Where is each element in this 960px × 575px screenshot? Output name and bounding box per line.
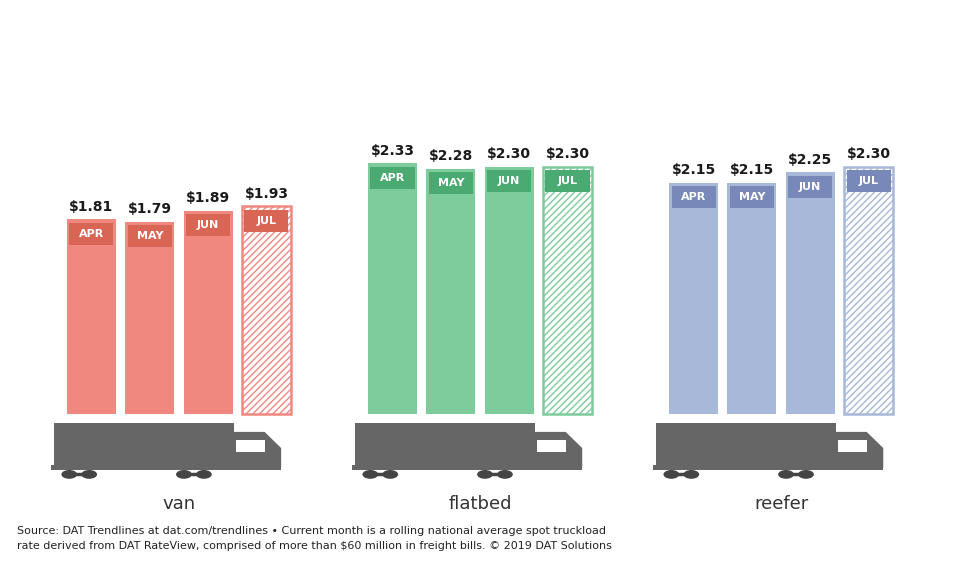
FancyBboxPatch shape bbox=[545, 170, 589, 192]
Ellipse shape bbox=[196, 470, 212, 479]
Text: $1.79: $1.79 bbox=[128, 202, 172, 216]
FancyBboxPatch shape bbox=[487, 170, 531, 192]
FancyBboxPatch shape bbox=[838, 440, 867, 451]
Text: $2.33: $2.33 bbox=[371, 144, 415, 158]
FancyBboxPatch shape bbox=[485, 167, 534, 414]
Ellipse shape bbox=[684, 470, 699, 479]
FancyBboxPatch shape bbox=[229, 457, 238, 468]
Ellipse shape bbox=[176, 470, 192, 479]
FancyBboxPatch shape bbox=[236, 440, 265, 451]
Text: JUL: JUL bbox=[558, 176, 578, 186]
FancyBboxPatch shape bbox=[245, 210, 288, 232]
FancyBboxPatch shape bbox=[355, 423, 535, 468]
Text: JUN: JUN bbox=[799, 182, 822, 191]
Text: $2.30: $2.30 bbox=[487, 147, 531, 162]
Text: $2.30: $2.30 bbox=[847, 147, 891, 162]
FancyBboxPatch shape bbox=[669, 183, 718, 414]
FancyBboxPatch shape bbox=[543, 167, 592, 414]
Ellipse shape bbox=[61, 470, 77, 479]
FancyBboxPatch shape bbox=[730, 186, 774, 208]
FancyBboxPatch shape bbox=[530, 457, 540, 468]
Text: APR: APR bbox=[79, 229, 104, 239]
FancyBboxPatch shape bbox=[368, 163, 417, 414]
Text: MAY: MAY bbox=[136, 231, 163, 241]
Text: JUN: JUN bbox=[498, 176, 520, 186]
FancyBboxPatch shape bbox=[653, 465, 883, 470]
Ellipse shape bbox=[82, 470, 97, 479]
FancyBboxPatch shape bbox=[51, 465, 281, 470]
Text: $2.30: $2.30 bbox=[545, 147, 589, 162]
Text: APR: APR bbox=[380, 173, 405, 183]
Text: APR: APR bbox=[681, 192, 707, 202]
Text: flatbed: flatbed bbox=[448, 495, 512, 513]
Text: $1.89: $1.89 bbox=[186, 191, 230, 205]
FancyBboxPatch shape bbox=[728, 183, 777, 414]
FancyBboxPatch shape bbox=[371, 167, 415, 189]
FancyBboxPatch shape bbox=[429, 172, 473, 194]
Text: DAT Spot Truckload Rates: 4-Week Trendlines Through July 6: DAT Spot Truckload Rates: 4-Week Trendli… bbox=[17, 28, 918, 53]
FancyBboxPatch shape bbox=[538, 440, 565, 451]
Polygon shape bbox=[535, 432, 582, 468]
FancyBboxPatch shape bbox=[847, 170, 891, 192]
Text: van: van bbox=[162, 495, 196, 513]
Text: $2.25: $2.25 bbox=[788, 153, 832, 167]
Text: MAY: MAY bbox=[738, 192, 765, 202]
FancyBboxPatch shape bbox=[55, 423, 234, 468]
FancyBboxPatch shape bbox=[844, 167, 893, 414]
Text: $2.28: $2.28 bbox=[429, 150, 473, 163]
FancyBboxPatch shape bbox=[426, 169, 475, 414]
FancyBboxPatch shape bbox=[657, 423, 836, 468]
Text: JUL: JUL bbox=[256, 216, 276, 226]
FancyBboxPatch shape bbox=[183, 211, 232, 414]
FancyBboxPatch shape bbox=[69, 223, 113, 245]
Text: JUL: JUL bbox=[858, 176, 878, 186]
Ellipse shape bbox=[779, 470, 794, 479]
FancyBboxPatch shape bbox=[67, 219, 116, 414]
Polygon shape bbox=[234, 432, 281, 468]
Ellipse shape bbox=[663, 470, 680, 479]
Ellipse shape bbox=[798, 470, 814, 479]
FancyBboxPatch shape bbox=[126, 221, 174, 414]
Ellipse shape bbox=[477, 470, 492, 479]
Text: $1.81: $1.81 bbox=[69, 200, 113, 214]
FancyBboxPatch shape bbox=[242, 206, 291, 414]
FancyBboxPatch shape bbox=[543, 167, 592, 414]
FancyBboxPatch shape bbox=[186, 214, 230, 236]
FancyBboxPatch shape bbox=[788, 175, 832, 198]
Text: MAY: MAY bbox=[438, 178, 464, 188]
Text: JUN: JUN bbox=[197, 220, 219, 230]
Ellipse shape bbox=[382, 470, 398, 479]
FancyBboxPatch shape bbox=[242, 206, 291, 414]
Text: $2.15: $2.15 bbox=[730, 163, 774, 178]
Text: Source: DAT Trendlines at dat.com/trendlines • Current month is a rolling nation: Source: DAT Trendlines at dat.com/trendl… bbox=[17, 526, 612, 551]
FancyBboxPatch shape bbox=[128, 225, 172, 247]
FancyBboxPatch shape bbox=[351, 465, 582, 470]
FancyBboxPatch shape bbox=[785, 172, 834, 414]
FancyBboxPatch shape bbox=[844, 167, 893, 414]
Text: $1.93: $1.93 bbox=[245, 187, 288, 201]
FancyBboxPatch shape bbox=[831, 457, 841, 468]
Ellipse shape bbox=[363, 470, 378, 479]
FancyBboxPatch shape bbox=[672, 186, 715, 208]
Polygon shape bbox=[836, 432, 883, 468]
Text: reefer: reefer bbox=[754, 495, 808, 513]
Text: $2.15: $2.15 bbox=[671, 163, 716, 178]
Ellipse shape bbox=[497, 470, 513, 479]
